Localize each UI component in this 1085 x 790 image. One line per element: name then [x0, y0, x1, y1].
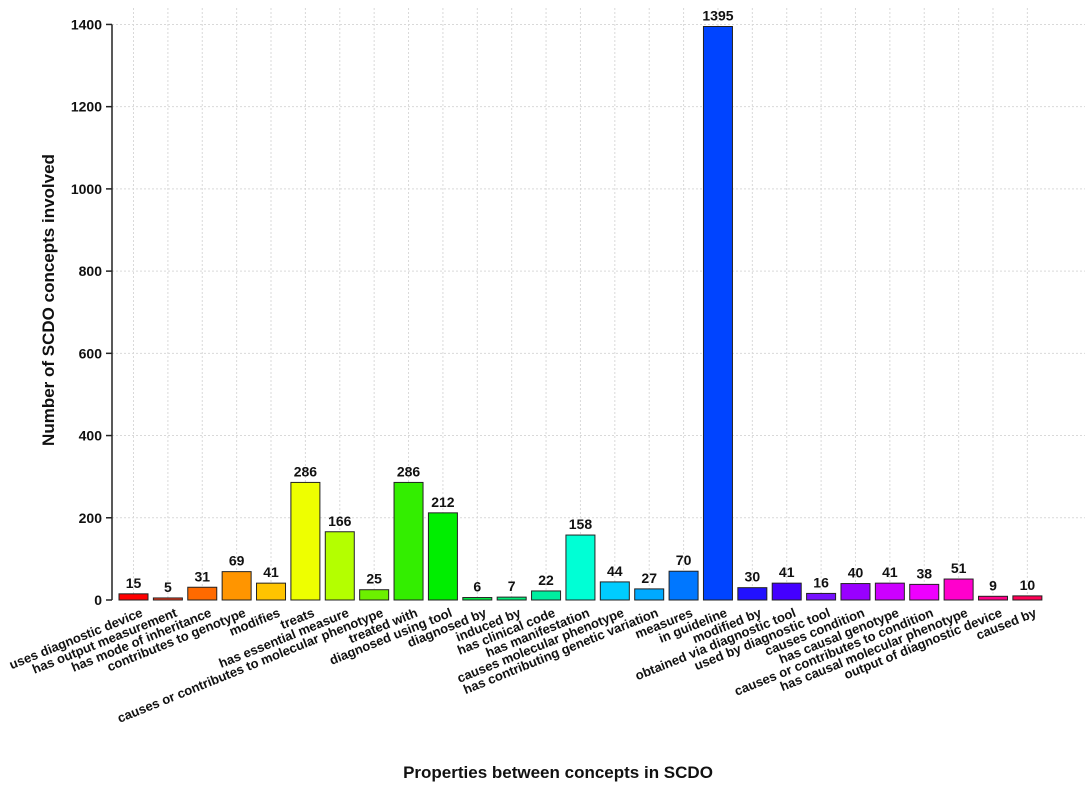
- value-label: 30: [745, 569, 761, 585]
- value-label: 27: [641, 570, 657, 586]
- bar-in-guideline: [702, 26, 733, 601]
- bar-causes-molecular-phenotype: [599, 581, 630, 601]
- value-label: 1395: [702, 8, 733, 24]
- value-label: 70: [676, 552, 692, 568]
- y-tick-label: 1400: [71, 16, 102, 32]
- gridlines: [112, 8, 1085, 600]
- bar-has-causal-genotype: [874, 582, 905, 601]
- bar-diagnosed-by: [462, 597, 493, 601]
- y-tick-label: 200: [79, 510, 103, 526]
- bar-caused-by: [1012, 595, 1043, 601]
- bar-modifies: [256, 582, 287, 601]
- value-label: 9: [989, 577, 997, 593]
- y-tick-label: 1200: [71, 99, 102, 115]
- value-label: 41: [779, 564, 795, 580]
- value-label: 38: [916, 565, 932, 581]
- bar-causes-condition: [840, 583, 871, 601]
- value-label: 212: [431, 494, 455, 510]
- value-label: 16: [813, 574, 829, 590]
- bar-has-mode-of-inheritance: [187, 586, 218, 601]
- y-axis-title: Number of SCDO concepts involved: [39, 154, 58, 446]
- bar-modified-by: [737, 587, 768, 601]
- value-label: 41: [263, 564, 279, 580]
- value-label: 69: [229, 553, 245, 569]
- bar-contributes-to-genotype: [221, 571, 252, 601]
- value-label: 10: [1020, 577, 1036, 593]
- value-label: 31: [194, 568, 210, 584]
- bar-output-of-diagnostic-device: [978, 595, 1008, 601]
- axes: [106, 23, 113, 601]
- y-tick-label: 1000: [71, 181, 102, 197]
- bar-induced-by: [496, 596, 527, 601]
- value-label: 15: [126, 575, 142, 591]
- value-label: 286: [294, 463, 318, 479]
- x-axis-title: Properties between concepts in SCDO: [403, 763, 713, 782]
- value-label: 44: [607, 563, 623, 579]
- value-label: 40: [848, 565, 864, 581]
- y-tick-labels: 0 200 400 600 800 1000 1200 1400: [71, 16, 102, 608]
- bar-obtained-via-diagnostic-tool: [771, 582, 802, 601]
- value-label: 6: [473, 579, 481, 595]
- bar-measures: [668, 570, 699, 601]
- bar-has-output-measurement: [152, 597, 183, 601]
- bar-has-essential-measure: [324, 531, 355, 601]
- value-label: 286: [397, 463, 421, 479]
- bar-uses-diagnostic-device: [118, 593, 149, 601]
- value-label: 7: [508, 578, 516, 594]
- bar-has-contributing-genetic-variation: [634, 588, 665, 601]
- value-label: 5: [164, 579, 172, 595]
- value-label: 51: [951, 560, 967, 576]
- bar-used-by-diagnostic-tool: [806, 592, 837, 601]
- bar-treated-with: [393, 481, 424, 601]
- y-tick-label: 800: [79, 263, 103, 279]
- bar-has-clinical-code: [531, 590, 562, 601]
- y-tick-label: 0: [94, 592, 102, 608]
- bar-causes-or-contributes-to-molecular-phenotype: [359, 589, 390, 601]
- bar-causes-or-contributes-to-condition: [909, 583, 940, 601]
- y-tick-label: 600: [79, 345, 103, 361]
- value-label: 166: [328, 513, 352, 529]
- bar-has-manifestation: [565, 534, 596, 601]
- value-label: 41: [882, 564, 898, 580]
- bar-treats: [290, 481, 321, 601]
- bar-diagnosed-using-tool: [427, 512, 458, 601]
- value-label: 22: [538, 572, 554, 588]
- bar-has-causal-molecular-phenotype: [943, 578, 974, 601]
- value-label: 158: [569, 516, 593, 532]
- value-labels: 15 5 31 69 41 286 166 25 286 212 6 7 22 158 44 27 70 1395…: [126, 8, 1036, 595]
- y-tick-label: 400: [79, 428, 103, 444]
- bars: [118, 26, 1043, 601]
- value-label: 25: [366, 571, 382, 587]
